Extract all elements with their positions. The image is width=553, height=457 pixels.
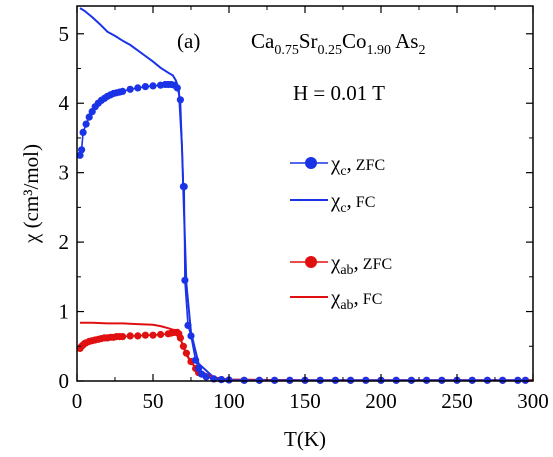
series-2-point	[179, 342, 187, 350]
series-2-line	[79, 331, 526, 382]
y-tick-label: 4	[59, 91, 70, 115]
series-0-point	[195, 364, 203, 373]
field-label: H = 0.01 T	[293, 81, 385, 105]
series-0-point	[192, 356, 200, 364]
series-2-point	[134, 332, 142, 340]
series-0-point	[76, 151, 84, 159]
y-tick-label: 5	[59, 22, 70, 46]
legend-label: χab, ZFC	[330, 250, 392, 278]
x-tick-label: 100	[213, 389, 245, 413]
plot-area	[76, 7, 533, 384]
series-0-point	[180, 183, 188, 191]
series-2-point	[149, 331, 157, 339]
series-0-point	[187, 332, 195, 340]
x-tick-label: 200	[365, 389, 397, 413]
series-2-point	[157, 330, 165, 339]
y-tick-label: 3	[59, 161, 70, 185]
panel-label: (a)	[177, 29, 200, 53]
legend-label: χab, FC	[330, 285, 382, 313]
legend-swatch-marker	[305, 157, 317, 169]
axis-ticks: 0 50 100 150 200 250 300 0 1 2 3 4 5	[59, 6, 549, 413]
series-0-point	[173, 84, 181, 92]
y-tick-label: 2	[59, 230, 70, 254]
series-0-point	[184, 321, 192, 329]
series-0-point	[181, 276, 189, 284]
series-0-point	[141, 83, 149, 91]
legend-label: χc, FC	[330, 188, 375, 216]
x-tick-label: 0	[72, 389, 83, 413]
legend-label: χc, ZFC	[330, 151, 385, 179]
series-2-point	[126, 332, 134, 340]
series-0-point	[79, 128, 87, 136]
legend: χc, ZFC χc, FC χab, ZFC χab, FC	[290, 151, 392, 313]
series-0-point	[217, 376, 225, 384]
series-0-point	[176, 96, 184, 104]
series-0-point	[119, 87, 127, 95]
y-tick-label: 1	[59, 300, 70, 324]
series-0-point	[126, 85, 134, 93]
legend-swatch-marker	[305, 256, 317, 268]
series-0-point	[202, 373, 210, 381]
series-2-point	[182, 349, 190, 357]
compound-label: Ca0.75Sr0.25Co1.90 As2	[251, 29, 425, 58]
series-0-point	[149, 82, 157, 90]
x-tick-label: 150	[289, 389, 321, 413]
series-2-point	[119, 333, 127, 341]
series-2-point	[176, 334, 184, 342]
series-0-point	[78, 146, 86, 154]
series-3-line	[80, 321, 533, 382]
x-axis-title: T(K)	[284, 427, 326, 451]
y-axis-title: χ (cm³/mol)	[19, 144, 43, 244]
series-2-point	[141, 331, 149, 339]
series-0-point	[82, 120, 90, 128]
x-tick-label: 250	[441, 389, 473, 413]
y-tick-label: 0	[59, 369, 70, 393]
x-tick-label: 300	[517, 389, 549, 413]
series-0-point	[134, 84, 142, 92]
x-tick-label: 50	[143, 389, 164, 413]
series-0-point	[85, 113, 93, 121]
